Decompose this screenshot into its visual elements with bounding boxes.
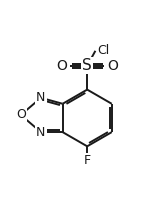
Text: O: O [16, 109, 26, 121]
Text: Cl: Cl [98, 44, 110, 56]
Text: O: O [56, 59, 67, 73]
Text: N: N [36, 126, 46, 139]
Text: O: O [107, 59, 118, 73]
Text: S: S [82, 58, 92, 73]
Text: F: F [84, 154, 91, 167]
Text: N: N [36, 91, 46, 104]
